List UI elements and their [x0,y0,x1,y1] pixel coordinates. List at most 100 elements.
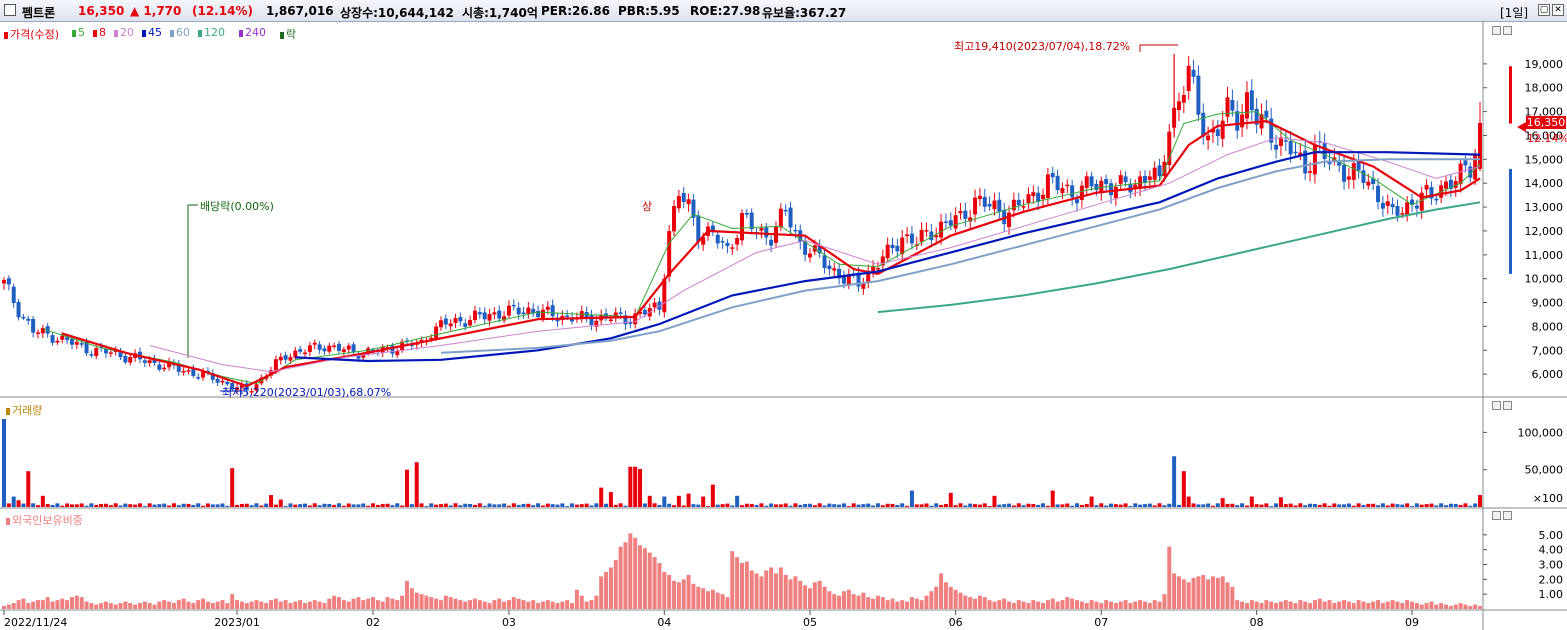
volume-bar [123,503,128,507]
period-selector[interactable]: [1일] [1500,6,1529,20]
foreign-bar [16,600,21,609]
foreign-pane-label: 외국인보유비중 [6,512,83,528]
candle-body [89,354,94,356]
volume-bar [298,504,303,507]
pane-close-icon[interactable] [1503,26,1512,35]
foreign-bar [1113,603,1118,609]
candle-body [1021,206,1026,208]
candle-body [1395,206,1400,216]
volume-bar [526,503,531,507]
candle-body [477,312,482,315]
foreign-bar [74,595,79,609]
volume-close-icon[interactable] [1503,401,1512,410]
volume-bar [1429,503,1434,507]
volume-bar [157,504,162,507]
volume-bar [725,503,730,507]
volume-bar [773,504,778,507]
foreign-bar [1055,601,1060,609]
volume-bar [1376,505,1381,507]
legend-item[interactable]: 60 [170,26,190,39]
foreign-bar [968,597,973,609]
volume-bar [1002,504,1007,507]
legend-item[interactable]: 가격(수정) [4,26,59,42]
volume-minimize-icon[interactable] [1492,401,1501,410]
foreign-bar [594,595,599,609]
candle-body [832,268,837,271]
foreign-bar [686,574,691,609]
volume-bar [856,504,861,507]
low-annotation: 최저5,220(2023/01/03),68.07% [222,386,392,399]
legend-item[interactable]: 120 [198,26,225,39]
volume-bar [264,503,269,507]
foreign-bar [1254,601,1259,609]
volume-bar [346,503,351,507]
candle-body [1230,99,1235,111]
foreign-bar [1133,601,1138,609]
volume-bar [468,503,473,507]
volume-bar [608,492,613,507]
foreign-bar [118,603,123,609]
volume-bar [1172,456,1177,507]
volume-unit-label: ×100 [1533,492,1563,505]
foreign-bar [550,601,555,609]
volume-bar [890,503,895,507]
x-tick-label: 09 [1405,616,1419,629]
volume-bar [176,505,181,507]
maximize-icon[interactable]: ▢ [1538,4,1550,16]
foreign-bar [322,603,327,609]
foreign-bar [60,598,65,609]
foreign-bar [65,600,70,609]
foreign-bar [1109,601,1113,609]
foreign-bar [1002,598,1007,609]
foreign-close-icon[interactable] [1503,511,1512,520]
current-price: 16,350 [78,4,125,18]
volume-bar [570,503,575,507]
candle-body [21,316,26,319]
volume-bar [395,503,400,507]
volume-bar [249,505,254,507]
pane-minimize-icon[interactable] [1492,26,1501,35]
foreign-bar [608,567,613,609]
legend-label: 120 [204,26,225,39]
legend-item[interactable]: 45 [142,26,162,39]
close-icon[interactable]: ✕ [1552,4,1564,16]
foreign-bar [1463,604,1468,609]
foreign-bar [1351,603,1356,609]
volume-bar [60,505,65,507]
candle-body [118,352,123,358]
foreign-bar [385,597,390,609]
volume-bar [167,505,172,507]
foreign-bar [1371,601,1376,609]
foreign-bar [555,603,560,609]
legend-label: 20 [120,26,134,39]
candle-body [982,196,987,207]
legend-item[interactable]: 8 [93,26,106,39]
candle-body [181,370,186,373]
volume-bar [1118,504,1123,507]
foreign-bar [1084,603,1089,609]
foreign-bar [992,601,997,609]
volume-bar [429,503,434,507]
legend-item[interactable]: 240 [239,26,266,39]
stock-checkbox[interactable] [4,4,16,16]
volume-bar [1045,505,1050,507]
foreign-bar [1264,600,1269,609]
y-tick-label: 8,000 [1532,320,1564,333]
legend-item[interactable]: 락 [280,26,296,42]
candle-body [1094,183,1099,190]
volume-bar [633,466,638,507]
volume-bar [293,504,298,507]
foreign-bar [531,600,536,609]
legend-item[interactable]: 5 [72,26,85,39]
volume-bar [1371,503,1376,507]
legend-item[interactable]: 20 [114,26,134,39]
foreign-bar [230,594,235,609]
volume-bar [385,503,390,507]
volume-bar [1342,504,1347,507]
volume-bar [1458,504,1463,507]
foreign-bar [1118,601,1123,609]
foreign-minimize-icon[interactable] [1492,511,1501,520]
candle-body [1264,110,1269,118]
foreign-bar [103,601,108,609]
volume-bar [273,504,278,507]
